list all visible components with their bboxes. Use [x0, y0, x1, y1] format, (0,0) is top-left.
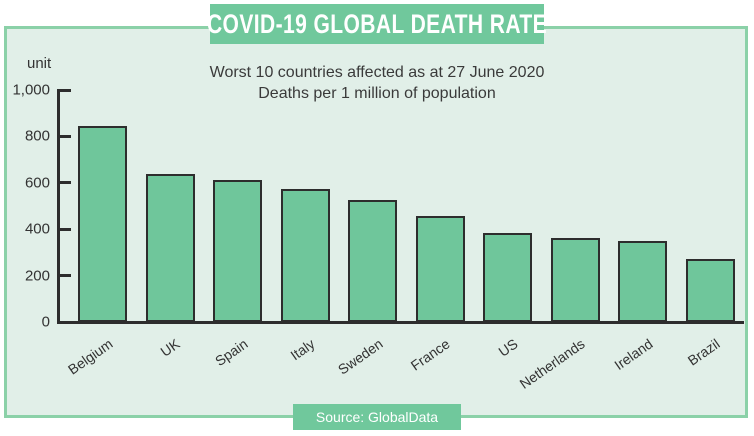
- y-tick-mark: [57, 134, 71, 138]
- page-title: COVID-19 GLOBAL DEATH RATE: [206, 8, 548, 39]
- title-banner: COVID-19 GLOBAL DEATH RATE: [206, 4, 548, 44]
- source-banner: Source: GlobalData: [293, 404, 461, 430]
- chart-subtitle: Worst 10 countries affected as at 27 Jun…: [127, 62, 627, 104]
- y-tick-label: 800: [24, 127, 50, 145]
- y-tick-label: 0: [41, 313, 50, 331]
- bar-france: [415, 216, 465, 322]
- y-tick-label: 400: [24, 220, 50, 238]
- bar-sweden: [348, 200, 397, 322]
- x-axis-line: [57, 320, 744, 324]
- y-tick-mark: [57, 274, 71, 278]
- bar-ireland: [618, 240, 667, 322]
- y-axis-line: [57, 88, 60, 324]
- bar-spain: [213, 180, 262, 322]
- bar-us: [483, 232, 532, 322]
- bar-netherlands: [550, 238, 600, 322]
- y-tick-mark: [57, 227, 71, 231]
- y-tick-label: 1,000: [12, 81, 50, 99]
- y-tick-label: 200: [24, 267, 50, 285]
- subtitle-line-2: Deaths per 1 million of population: [258, 85, 496, 102]
- y-tick-mark: [57, 181, 71, 185]
- bar-italy: [280, 188, 330, 322]
- y-axis-unit-label: unit: [27, 55, 52, 72]
- y-tick-label: 600: [24, 174, 50, 192]
- y-tick-mark: [57, 88, 71, 92]
- bar-uk: [145, 173, 195, 322]
- bar-belgium: [78, 125, 127, 322]
- bar-brazil: [685, 259, 735, 322]
- subtitle-line-1: Worst 10 countries affected as at 27 Jun…: [209, 64, 545, 81]
